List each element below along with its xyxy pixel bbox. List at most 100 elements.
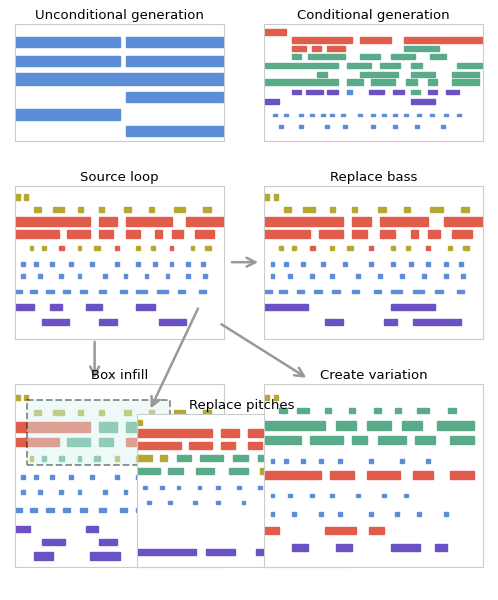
Bar — [264, 79, 339, 85]
Bar — [264, 29, 286, 35]
Bar — [402, 421, 422, 430]
Bar — [310, 274, 314, 278]
Bar — [330, 207, 335, 212]
Bar — [356, 494, 360, 497]
Bar — [415, 436, 435, 445]
Bar — [314, 290, 322, 293]
Bar — [151, 246, 155, 250]
Bar — [461, 274, 465, 278]
Bar — [459, 262, 463, 266]
Bar — [95, 456, 100, 461]
Bar — [292, 246, 296, 250]
Bar — [59, 456, 64, 461]
Bar — [391, 304, 435, 310]
Bar — [186, 262, 190, 266]
Bar — [86, 304, 102, 310]
Bar — [221, 442, 235, 449]
Bar — [378, 436, 406, 445]
Bar — [308, 430, 346, 437]
Bar — [165, 274, 169, 278]
Bar — [248, 430, 294, 437]
Bar — [317, 72, 328, 77]
Bar — [264, 290, 271, 293]
Bar — [404, 46, 439, 51]
Bar — [310, 494, 314, 497]
Bar — [279, 486, 283, 489]
Text: Replace pitches: Replace pitches — [189, 398, 294, 412]
Bar — [264, 62, 339, 68]
Bar — [264, 304, 308, 310]
Bar — [274, 395, 278, 400]
Bar — [330, 471, 354, 479]
Bar — [15, 290, 22, 293]
Bar — [195, 230, 214, 238]
Bar — [124, 274, 127, 278]
Bar — [159, 319, 186, 325]
Bar — [417, 408, 429, 413]
Bar — [264, 217, 343, 226]
Bar — [369, 89, 384, 94]
Bar — [347, 246, 353, 250]
Bar — [15, 56, 120, 66]
Bar — [50, 262, 54, 266]
Bar — [441, 125, 445, 128]
Bar — [63, 290, 70, 293]
Bar — [15, 395, 20, 400]
Bar — [325, 468, 340, 473]
Bar — [160, 486, 164, 489]
Bar — [198, 486, 201, 489]
Bar — [270, 262, 274, 266]
Bar — [120, 290, 127, 293]
Bar — [306, 89, 323, 94]
Bar — [15, 526, 29, 532]
Bar — [29, 290, 37, 293]
Bar — [266, 501, 270, 504]
Bar — [417, 113, 421, 116]
Bar — [27, 400, 170, 464]
Bar — [203, 274, 207, 278]
Bar — [170, 475, 173, 479]
Bar — [273, 113, 277, 116]
Bar — [404, 113, 408, 116]
Bar — [284, 262, 288, 266]
Bar — [444, 217, 483, 226]
Bar — [99, 207, 104, 212]
Bar — [29, 508, 37, 512]
Bar — [428, 230, 440, 238]
Bar — [300, 486, 304, 489]
Bar — [69, 475, 73, 479]
Bar — [380, 62, 400, 68]
Bar — [312, 46, 321, 51]
Bar — [264, 99, 279, 104]
Bar — [378, 274, 382, 278]
Bar — [99, 290, 106, 293]
Bar — [369, 262, 373, 266]
Bar — [264, 527, 279, 534]
Bar — [274, 194, 278, 200]
Bar — [328, 89, 339, 94]
Bar — [352, 290, 359, 293]
Bar — [90, 262, 94, 266]
Bar — [201, 475, 205, 479]
Bar — [53, 207, 64, 212]
Bar — [126, 217, 172, 226]
Bar — [461, 207, 469, 212]
Bar — [189, 442, 212, 449]
Bar — [78, 274, 82, 278]
Bar — [86, 526, 98, 532]
Text: Conditional generation: Conditional generation — [297, 8, 450, 22]
Bar — [336, 544, 352, 551]
Bar — [347, 89, 352, 94]
Bar — [136, 290, 147, 293]
Bar — [15, 438, 59, 446]
Bar — [446, 89, 459, 94]
Bar — [59, 274, 63, 278]
Bar — [292, 89, 301, 94]
Bar — [352, 207, 357, 212]
Bar — [126, 92, 224, 103]
Bar — [34, 262, 37, 266]
Bar — [452, 79, 479, 85]
Bar — [343, 125, 347, 128]
Bar — [168, 468, 183, 473]
Bar — [137, 430, 212, 437]
